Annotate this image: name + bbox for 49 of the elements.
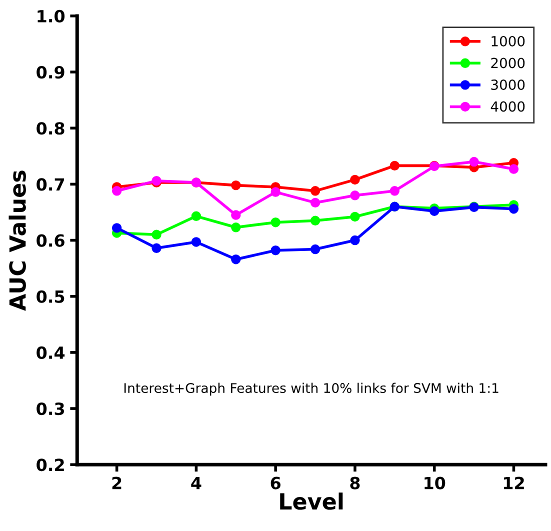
y-tick-label: 0.8 [36,122,64,135]
point [390,160,400,171]
x-tick-label: 8 [350,476,360,490]
point [231,254,241,264]
point [390,186,400,196]
x-tick-label: 6 [270,476,280,490]
y-tick-label: 0.3 [36,402,64,416]
point [231,210,241,220]
point [112,223,122,233]
point [429,206,440,216]
legend-label: 4000 [490,101,525,112]
point [310,216,320,226]
point [508,204,519,214]
y-tick-label: 0.4 [36,346,65,360]
point [231,180,241,190]
y-tick-label: 0.7 [36,178,64,191]
legend-label: 1000 [492,36,525,46]
point [191,237,202,247]
y-tick-label: 0.5 [36,290,64,303]
point [350,235,360,246]
x-axis-title: Level [280,492,343,510]
x-tick-label: 10 [424,476,446,490]
point [270,217,280,228]
point [350,190,360,200]
legend-label: 3000 [491,79,525,90]
point [350,174,360,185]
point [112,186,122,196]
point [508,164,519,174]
point [191,211,202,222]
point [270,187,280,197]
y-tick-label: 0.9 [36,66,64,79]
point [350,212,360,222]
point [469,156,479,167]
point [310,198,320,208]
point [152,243,162,253]
legend-label: 2000 [491,58,525,68]
point [231,222,241,232]
point [310,186,320,196]
x-tick-label: 2 [112,476,122,490]
y-tick-label: 0.6 [36,234,64,247]
y-tick-label: 1.0 [38,10,65,22]
x-tick-label: 12 [504,476,524,490]
point [310,244,320,254]
annotation: Interest+Graph Features with 10% links for SVM with 1:1 [124,382,498,396]
point [152,230,162,240]
y-axis-title: AUC Values [8,170,26,311]
x-tick-label: 4 [191,476,202,490]
point [270,246,280,256]
y-tick-label: 0.2 [36,458,64,472]
